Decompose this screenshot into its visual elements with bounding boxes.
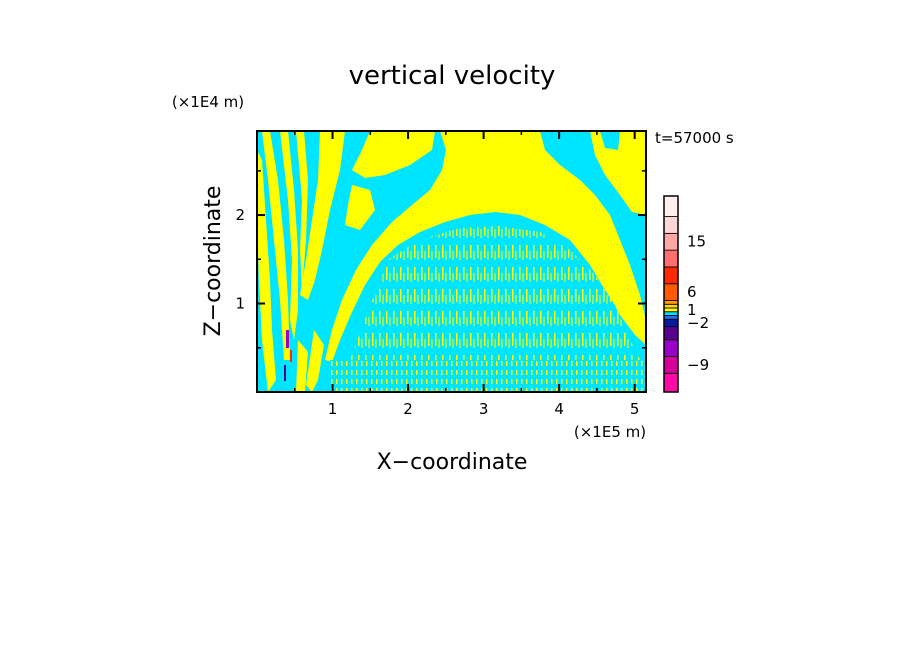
y-axis: 12 xyxy=(235,170,646,349)
y-tick-label: 1 xyxy=(235,295,245,313)
colorbar: −9 −216 15 xyxy=(663,195,709,393)
plot-frame xyxy=(256,130,647,393)
velocity-field xyxy=(257,131,646,392)
x-tick-label: 2 xyxy=(403,400,413,418)
x-tick-label: 4 xyxy=(554,400,564,418)
colorbar-swatch xyxy=(663,356,679,374)
colorbar-swatch xyxy=(663,283,679,301)
chart-title: vertical velocity xyxy=(349,61,556,91)
colorbar-swatch xyxy=(663,307,679,313)
colorbar-swatch xyxy=(663,372,679,393)
x-tick-label: 5 xyxy=(630,400,640,418)
colorbar-tick-label: 6 xyxy=(687,283,697,301)
time-label: t=57000 s xyxy=(655,129,734,147)
colorbar-swatch xyxy=(663,195,679,217)
colorbar-swatch xyxy=(663,266,679,285)
colorbar-frame xyxy=(663,195,679,393)
y-unit-label: (×1E4 m) xyxy=(172,93,244,111)
x-axis-label: X−coordinate xyxy=(377,450,528,475)
colorbar-swatch xyxy=(663,318,679,328)
colorbar-tick-label: −2 xyxy=(687,314,709,332)
colorbar-swatch xyxy=(663,326,679,341)
colorbar-swatch xyxy=(663,311,679,316)
colorbar-swatch xyxy=(663,216,679,234)
colorbar-swatch xyxy=(663,300,679,305)
colorbar-tick-label: 15 xyxy=(687,233,706,251)
colorbar-tick-label: 1 xyxy=(687,301,697,319)
colorbar-tick-label: −9 xyxy=(687,356,709,374)
colorbar-swatch xyxy=(663,315,679,320)
x-unit-label: (×1E5 m) xyxy=(574,423,646,441)
colorbar-swatch xyxy=(663,339,679,357)
colorbar-swatch xyxy=(663,232,679,251)
colorbar-swatch xyxy=(663,303,679,309)
y-axis-label: Z−coordinate xyxy=(201,186,226,337)
x-tick-label: 3 xyxy=(479,400,489,418)
colorbar-swatch xyxy=(663,249,679,268)
x-axis: 1 2 3 4 5 xyxy=(294,131,640,418)
y-tick-label: 2 xyxy=(235,206,245,224)
x-tick-label: 1 xyxy=(328,400,338,418)
